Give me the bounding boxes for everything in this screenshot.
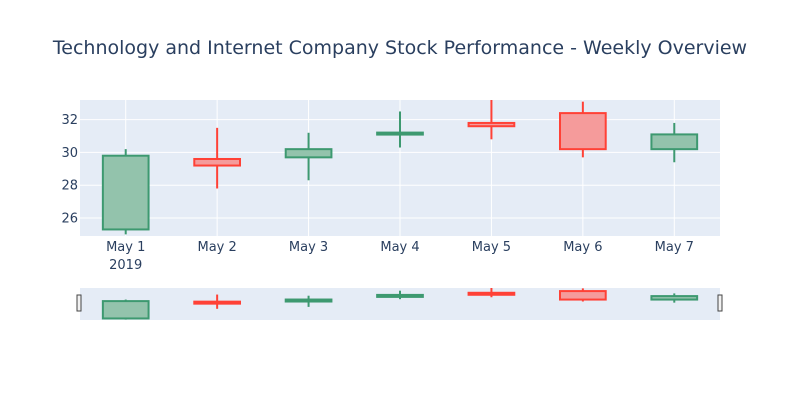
slider-candle[interactable] [467, 288, 516, 298]
y-tick-label: 30 [61, 146, 78, 161]
main-candle-body [193, 157, 242, 167]
x-axis-tick-labels: May 1 May 2 May 3 May 4 May 5 May 6 May 7 [106, 240, 694, 255]
main-candle-body [101, 154, 150, 231]
x-tick-label: May 7 [655, 240, 694, 255]
x-tick-label: May 4 [380, 240, 419, 255]
main-candle[interactable] [376, 111, 424, 148]
slider-candle-body [193, 300, 242, 305]
main-candle-body [650, 133, 699, 151]
slider-candle[interactable] [650, 293, 699, 303]
slider-candle-body [101, 300, 150, 320]
slider-candle[interactable] [284, 295, 333, 307]
range-slider-left-handle[interactable] [76, 294, 82, 312]
slider-candle-body [284, 298, 333, 303]
slider-candle-body [376, 293, 424, 298]
main-candle-body [284, 148, 333, 159]
main-candle[interactable] [559, 101, 607, 158]
x-tick-label: May 2 [198, 240, 237, 255]
main-candle-body [376, 131, 424, 136]
main-candle[interactable] [467, 100, 516, 140]
x-tick-label: May 3 [289, 240, 328, 255]
y-axis-tick-labels: 26 28 30 32 [61, 113, 78, 226]
range-slider-candles [101, 288, 699, 320]
slider-candle-body [650, 295, 699, 301]
y-tick-label: 28 [61, 179, 78, 194]
main-candles [101, 100, 699, 235]
main-candle-body [559, 112, 607, 151]
range-slider-right-handle[interactable] [717, 294, 723, 312]
main-candle[interactable] [284, 132, 333, 181]
slider-candle[interactable] [193, 294, 242, 309]
slider-candle-body [467, 291, 516, 296]
x-tick-label: May 5 [472, 240, 511, 255]
slider-candle[interactable] [376, 290, 424, 300]
x-tick-label: May 6 [563, 240, 602, 255]
chart-title: Technology and Internet Company Stock Pe… [52, 37, 747, 59]
y-tick-label: 26 [61, 211, 78, 226]
y-tick-label: 32 [61, 113, 78, 128]
main-candle[interactable] [650, 122, 699, 163]
main-candle-body [467, 121, 516, 128]
main-candle[interactable] [193, 127, 242, 189]
slider-candle[interactable] [559, 288, 607, 302]
x-axis-year-label: 2019 [109, 258, 142, 273]
slider-candle-body [559, 290, 607, 301]
slider-candle[interactable] [101, 299, 150, 320]
main-candle[interactable] [101, 149, 150, 235]
x-tick-label: May 1 [106, 240, 145, 255]
